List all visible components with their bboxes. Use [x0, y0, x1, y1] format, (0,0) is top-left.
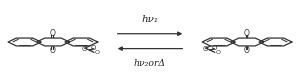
Text: hν₂orΔ: hν₂orΔ [134, 59, 166, 68]
Text: O: O [215, 50, 220, 55]
Text: O: O [94, 50, 99, 55]
Text: hν₁: hν₁ [142, 15, 158, 24]
Text: O: O [91, 45, 96, 51]
Text: O: O [81, 46, 87, 52]
Text: O: O [50, 46, 56, 55]
Text: O: O [202, 46, 208, 52]
Text: O: O [244, 29, 250, 38]
Text: O: O [212, 45, 217, 51]
Text: O: O [244, 46, 250, 55]
Text: O: O [50, 29, 56, 38]
